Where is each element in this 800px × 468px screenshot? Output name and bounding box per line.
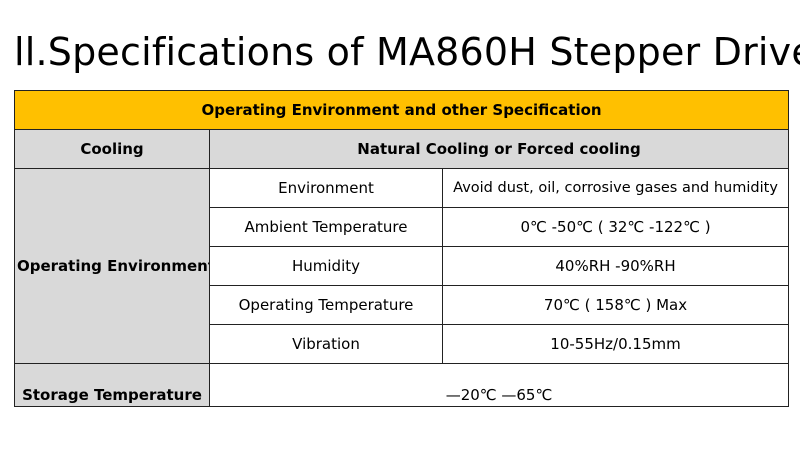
cooling-row: Cooling Natural Cooling or Forced coolin… [14, 129, 790, 169]
param-name: Operating Temperature [209, 285, 443, 325]
storage-temperature-label: Storage Temperature [14, 363, 210, 407]
table-row: Operating Temperature 70℃ ( 158℃ ) Max [15, 285, 790, 325]
operating-environment-label: Operating Environment [14, 168, 210, 364]
param-name: Ambient Temperature [209, 207, 443, 247]
table-row: Operating Environment Environment Avoid … [14, 168, 790, 364]
param-name: Environment [209, 168, 443, 208]
param-name: Humidity [209, 246, 443, 286]
cooling-label: Cooling [14, 129, 210, 169]
specification-table: Operating Environment and other Specific… [13, 90, 790, 407]
storage-temperature-value: —20℃ —65℃ [208, 363, 790, 407]
table-header-row: Operating Environment and other Specific… [13, 90, 790, 130]
table-header: Operating Environment and other Specific… [13, 90, 790, 130]
param-value: 10-55Hz/0.15mm [441, 324, 790, 364]
param-name: Vibration [209, 324, 443, 364]
table-row: Ambient Temperature 0℃ -50℃ ( 32℃ -122℃ … [15, 207, 790, 247]
param-value: 70℃ ( 158℃ ) Max [441, 285, 790, 325]
page-title: ll.Specifications of MA860H Stepper Driv… [14, 30, 800, 74]
param-value: 0℃ -50℃ ( 32℃ -122℃ ) [441, 207, 790, 247]
storage-row: Storage Temperature —20℃ —65℃ [14, 363, 790, 407]
param-value: Avoid dust, oil, corrosive gases and hum… [441, 168, 790, 208]
table-row: Vibration 10-55Hz/0.15mm [15, 324, 790, 364]
param-value: 40%RH -90%RH [441, 246, 790, 286]
table-row: Humidity 40%RH -90%RH [15, 246, 790, 286]
cooling-value: Natural Cooling or Forced cooling [208, 129, 790, 169]
